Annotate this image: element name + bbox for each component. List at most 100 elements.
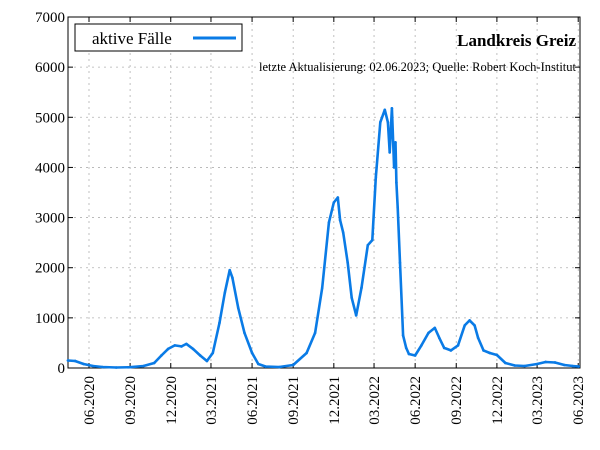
data-point	[374, 176, 378, 179]
data-point	[378, 121, 382, 124]
data-point	[420, 344, 423, 347]
data-point	[535, 362, 539, 366]
data-point	[185, 342, 188, 346]
y-tick-label: 5000	[35, 110, 65, 126]
data-point	[114, 366, 118, 369]
legend-label: aktive Fälle	[92, 29, 172, 48]
x-tick-label: 09.2020	[123, 376, 139, 425]
data-point	[577, 365, 580, 368]
data-point	[433, 326, 437, 330]
data-point	[523, 364, 526, 368]
data-point	[395, 181, 398, 184]
data-point	[332, 201, 336, 204]
data-point	[236, 306, 240, 310]
data-point	[166, 347, 170, 351]
data-point	[228, 268, 232, 272]
data-point	[152, 361, 156, 365]
x-tick-label: 03.2022	[367, 376, 383, 425]
x-tick-label: 03.2021	[204, 376, 220, 425]
data-point	[392, 166, 396, 169]
data-point	[82, 362, 85, 366]
x-tick-label: 09.2022	[449, 376, 465, 425]
legend: aktive Fälle	[74, 23, 243, 52]
data-point	[142, 364, 145, 368]
data-point	[404, 346, 408, 350]
x-tick-label: 06.2021	[245, 376, 261, 425]
data-point	[463, 324, 467, 327]
x-tick-label: 12.2020	[164, 376, 180, 425]
data-point	[101, 365, 104, 369]
data-point	[305, 351, 308, 355]
x-tick-label: 09.2021	[286, 376, 302, 425]
data-point	[407, 352, 411, 356]
data-point	[250, 351, 254, 355]
series-layer	[66, 106, 581, 369]
data-point	[370, 238, 374, 242]
data-point	[160, 354, 163, 357]
data-point	[544, 360, 547, 364]
y-tick-label: 2000	[35, 261, 65, 277]
data-point	[354, 314, 358, 317]
data-point	[449, 349, 453, 352]
y-tick-label: 7000	[35, 10, 65, 26]
x-tick-label: 03.2023	[530, 376, 546, 425]
data-point	[291, 363, 295, 367]
y-tick-label: 0	[58, 361, 66, 377]
y-tick-label: 1000	[35, 311, 65, 327]
data-point	[427, 331, 430, 335]
data-point	[401, 334, 405, 337]
data-point	[346, 261, 349, 265]
data-point	[223, 291, 227, 295]
data-point	[437, 336, 441, 340]
x-tick-label: 12.2021	[327, 376, 343, 425]
plot-frame	[67, 16, 581, 369]
data-point	[313, 331, 317, 335]
data-point	[211, 351, 215, 355]
y-tick-label: 3000	[35, 211, 65, 227]
data-point	[231, 276, 234, 280]
data-point	[390, 106, 394, 110]
data-point	[386, 121, 390, 124]
data-point	[243, 331, 246, 335]
data-point	[482, 349, 485, 352]
data-point	[476, 336, 480, 340]
chart-title: Landkreis Greiz	[457, 31, 576, 50]
y-tick-label: 4000	[35, 160, 65, 176]
data-point	[91, 364, 95, 368]
data-point	[173, 344, 177, 347]
data-point	[218, 321, 221, 325]
data-point	[413, 354, 417, 357]
data-point	[563, 363, 566, 367]
data-point	[205, 359, 209, 363]
data-point	[320, 286, 324, 290]
data-point	[442, 346, 446, 350]
x-tick-label: 12.2022	[490, 376, 506, 425]
data-point	[341, 231, 345, 234]
data-point	[513, 364, 517, 367]
y-tick-label: 6000	[35, 60, 65, 76]
data-point	[278, 365, 281, 369]
data-point	[488, 351, 492, 355]
data-point	[350, 296, 353, 300]
data-point	[73, 359, 77, 363]
x-tick-label: 06.2022	[408, 376, 424, 425]
data-point	[495, 353, 499, 357]
data-point	[128, 365, 132, 369]
data-point	[264, 365, 267, 368]
data-point	[388, 151, 391, 154]
data-point	[338, 218, 342, 222]
data-point	[257, 362, 260, 366]
data-point	[191, 347, 195, 351]
data-point	[473, 324, 476, 327]
data-point	[456, 344, 460, 347]
data-point	[327, 221, 331, 224]
data-point	[468, 319, 471, 322]
data-point	[360, 286, 363, 290]
data-point	[571, 364, 575, 368]
chart-subtitle: letzte Aktualisierung: 02.06.2023; Quell…	[259, 60, 576, 74]
data-point	[198, 354, 202, 357]
x-tick-label: 06.2023	[571, 376, 587, 425]
data-point	[180, 345, 183, 348]
